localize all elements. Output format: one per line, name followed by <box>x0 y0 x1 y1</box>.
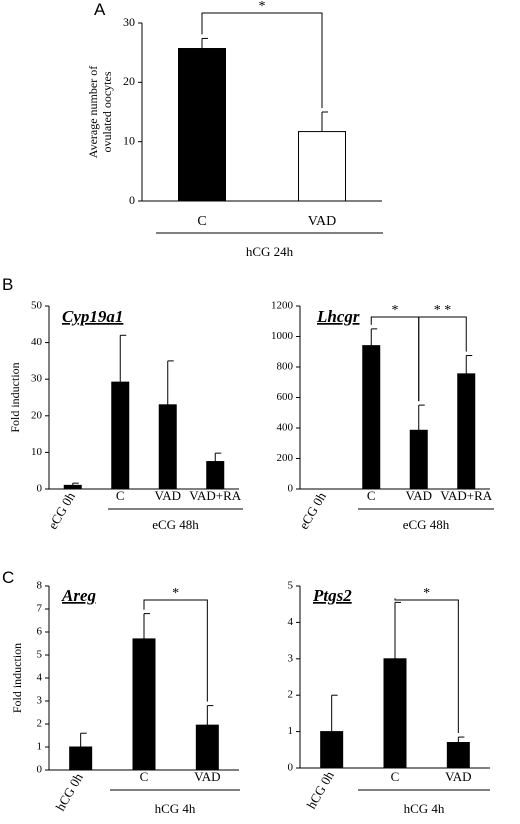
y-tick-label: 1 <box>37 741 43 753</box>
significance-label: * <box>172 586 179 601</box>
y-tick-label: 7 <box>37 603 43 615</box>
category-label: VAD <box>308 214 337 229</box>
y-tick-label: 0 <box>129 193 135 207</box>
category-label: C <box>197 214 206 229</box>
y-tick-label: 1 <box>288 725 294 737</box>
chart-2: Lhcgr 0 200 400 600 800 1000 1200 eCG 0h C VAD VAD+… <box>271 300 494 532</box>
category-label: VAD <box>445 769 472 784</box>
bar <box>362 345 381 490</box>
chart-3: Areg 0 1 2 3 4 5 6 7 8 Fold induction hCG 0h C VAD hCG… <box>10 580 240 816</box>
significance-label: * <box>259 0 266 14</box>
y-tick-label: 6 <box>37 626 43 638</box>
y-tick-label: 0 <box>288 483 294 495</box>
y-tick-label: 1200 <box>271 300 294 312</box>
y-tick-label: 3 <box>288 652 294 664</box>
y-tick-label: 50 <box>31 300 43 312</box>
y-tick-label: 8 <box>37 580 43 592</box>
y-axis-label: Average number of <box>86 66 100 158</box>
y-tick-label: 5 <box>37 649 43 661</box>
y-tick-label: 4 <box>37 672 43 684</box>
bar <box>111 381 130 490</box>
bar <box>158 404 177 490</box>
bar <box>178 48 226 202</box>
significance-label: * <box>392 303 399 318</box>
bar <box>383 658 407 769</box>
category-label: hCG 0h <box>303 768 337 811</box>
chart-title: Lhcgr <box>316 307 360 326</box>
chart-1: Cyp19a1 0 10 20 30 40 50 Fold induction eCG 0h C V… <box>8 300 243 532</box>
y-tick-label: 5 <box>288 580 294 592</box>
category-label: C <box>367 488 376 503</box>
category-label: VAD <box>155 488 182 503</box>
group-label: eCG 48h <box>152 517 199 532</box>
significance-label: * <box>423 586 430 601</box>
y-tick-label: 0 <box>37 483 43 495</box>
category-label: VAD <box>194 769 221 784</box>
chart-0: 0 10 20 30 Average number of ovulated oocytes… <box>86 0 383 259</box>
panel-letter-b: B <box>2 275 14 294</box>
bar <box>195 724 219 771</box>
y-tick-label: 4 <box>288 616 294 628</box>
y-axis-label: Fold induction <box>8 362 22 432</box>
bar <box>409 429 428 490</box>
bar <box>298 131 346 202</box>
y-axis-label-line2: ovulated oocytes <box>100 71 114 152</box>
bar <box>320 731 344 769</box>
category-label: eCG 0h <box>296 489 329 532</box>
y-tick-label: 600 <box>277 391 294 403</box>
category-label: VAD+RA <box>189 488 241 503</box>
y-tick-label: 0 <box>288 762 294 774</box>
category-label: C <box>391 769 400 784</box>
y-tick-label: 30 <box>123 15 135 29</box>
y-tick-label: 200 <box>277 452 294 464</box>
y-tick-label: 30 <box>31 373 43 385</box>
chart-title: Ptgs2 <box>312 586 352 605</box>
bar <box>446 742 470 769</box>
category-label: C <box>140 769 149 784</box>
significance-bracket <box>143 599 208 702</box>
y-tick-label: 1000 <box>271 330 294 342</box>
significance-label: * * <box>434 303 452 318</box>
chart-4: Ptgs2 0 1 2 3 4 5 hCG 0h C VAD hCG 4h * <box>288 580 490 816</box>
y-tick-label: 2 <box>288 689 294 701</box>
y-tick-label: 40 <box>31 336 43 348</box>
category-label: hCG 0h <box>52 770 86 813</box>
significance-bracket <box>418 316 467 402</box>
bar <box>69 746 93 771</box>
group-label: hCG 4h <box>404 801 445 816</box>
significance-bracket <box>394 598 459 734</box>
bar <box>63 484 82 490</box>
category-label: C <box>116 488 125 503</box>
y-tick-label: 10 <box>123 133 135 147</box>
group-label: hCG 24h <box>246 244 294 259</box>
chart-title: Areg <box>61 586 97 605</box>
y-tick-label: 3 <box>37 695 43 707</box>
y-tick-label: 2 <box>37 718 43 730</box>
bar <box>206 461 225 490</box>
chart-title: Cyp19a1 <box>62 307 123 326</box>
bar <box>457 373 476 490</box>
bar <box>132 638 156 771</box>
y-tick-label: 400 <box>277 422 294 434</box>
y-tick-label: 10 <box>31 446 43 458</box>
panel-letter-a: A <box>94 0 106 19</box>
panel-letter-c: C <box>2 568 15 587</box>
group-label: hCG 4h <box>155 801 196 816</box>
significance-bracket <box>201 12 323 108</box>
y-tick-label: 0 <box>37 764 43 776</box>
y-tick-label: 20 <box>31 409 43 421</box>
category-label: eCG 0h <box>45 489 78 532</box>
y-tick-label: 20 <box>123 74 135 88</box>
group-label: eCG 48h <box>403 517 450 532</box>
y-tick-label: 800 <box>277 361 294 373</box>
y-axis-label: Fold induction <box>10 643 24 713</box>
category-label: VAD+RA <box>440 488 492 503</box>
category-label: VAD <box>406 488 433 503</box>
